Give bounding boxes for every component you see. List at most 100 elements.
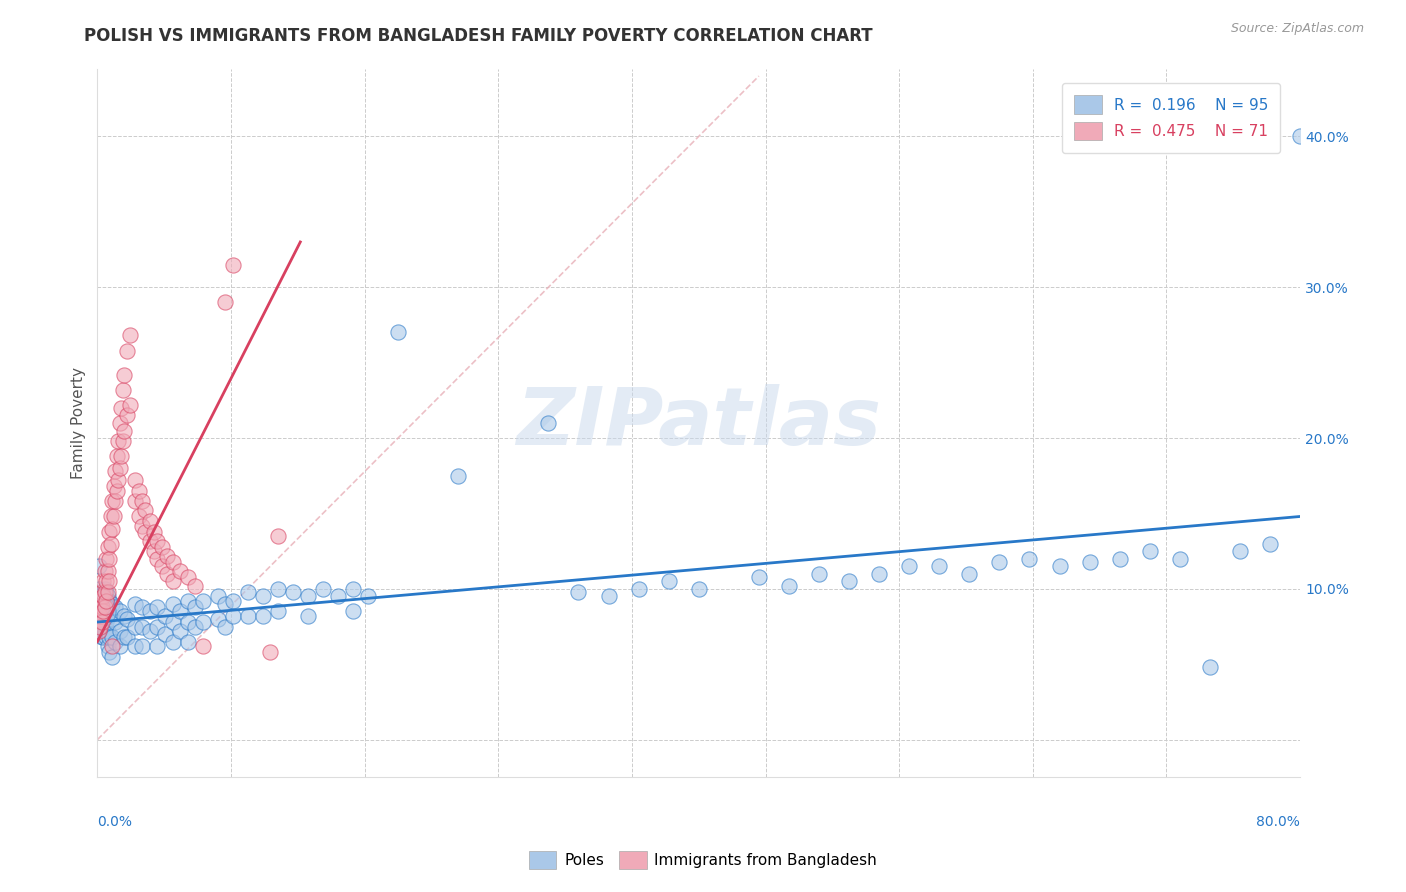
Point [94,609,117,624]
Point [134,524,156,539]
Point [94,599,117,614]
Point [297,590,319,604]
Point [93,615,115,629]
Point [93,605,115,619]
Point [117,343,139,358]
Point [928,559,950,574]
Point [93,574,115,589]
Point [131,599,153,614]
Point [162,615,184,629]
Point [184,599,207,614]
Point [176,570,198,584]
Point [120,328,142,343]
Point [658,574,681,589]
Point [94,564,117,578]
Point [207,590,229,604]
Point [297,609,319,624]
Point [1078,555,1101,569]
Text: Source: ZipAtlas.com: Source: ZipAtlas.com [1230,22,1364,36]
Point [162,634,184,648]
Point [89,594,111,608]
Point [103,509,125,524]
Point [117,409,139,423]
Point [101,494,124,508]
Point [89,605,111,619]
Point [101,649,124,664]
Point [162,574,184,589]
Point [98,630,121,644]
Point [94,594,117,608]
Point [87,559,110,574]
Point [1018,551,1040,566]
Point [97,639,120,653]
Text: 80.0%: 80.0% [1256,815,1301,829]
Point [94,582,117,596]
Point [567,585,589,599]
Point [176,634,198,648]
Legend: R =  0.196    N = 95, R =  0.475    N = 71: R = 0.196 N = 95, R = 0.475 N = 71 [1062,83,1281,153]
Point [146,599,169,614]
Point [90,619,112,633]
Point [807,566,830,581]
Point [108,639,131,653]
Point [748,570,770,584]
Point [139,514,162,528]
Point [104,464,127,478]
Point [112,609,135,624]
Point [89,615,111,629]
Point [112,424,135,438]
Point [236,585,259,599]
Point [108,605,131,619]
Point [93,590,115,604]
Point [868,566,890,581]
Point [688,582,710,596]
Point [124,473,146,487]
Point [598,590,620,604]
Point [90,599,112,614]
Point [96,551,118,566]
Point [112,630,135,644]
Point [100,536,122,550]
Point [1168,551,1191,566]
Point [87,624,110,639]
Point [267,605,290,619]
Point [134,503,156,517]
Point [131,619,153,633]
Point [128,483,150,498]
Point [1139,544,1161,558]
Point [90,594,112,608]
Point [1229,544,1251,558]
Point [131,518,153,533]
Point [146,533,169,548]
Point [97,624,120,639]
Point [169,605,191,619]
Point [259,645,281,659]
Point [108,624,131,639]
Point [97,605,120,619]
Point [214,597,236,611]
Point [100,509,122,524]
Point [150,559,173,574]
Point [124,639,146,653]
Point [112,368,135,382]
Point [96,594,118,608]
Point [162,597,184,611]
Point [387,326,409,340]
Point [107,434,129,448]
Point [105,483,128,498]
Point [627,582,650,596]
Point [155,566,177,581]
Point [117,612,139,626]
Point [342,605,364,619]
Point [93,590,115,604]
Point [98,594,121,608]
Point [169,564,191,578]
Point [108,461,131,475]
Y-axis label: Family Poverty: Family Poverty [72,367,86,479]
Point [104,494,127,508]
Point [98,609,121,624]
Point [107,473,129,487]
Point [90,630,112,644]
Point [87,599,110,614]
Point [326,590,349,604]
